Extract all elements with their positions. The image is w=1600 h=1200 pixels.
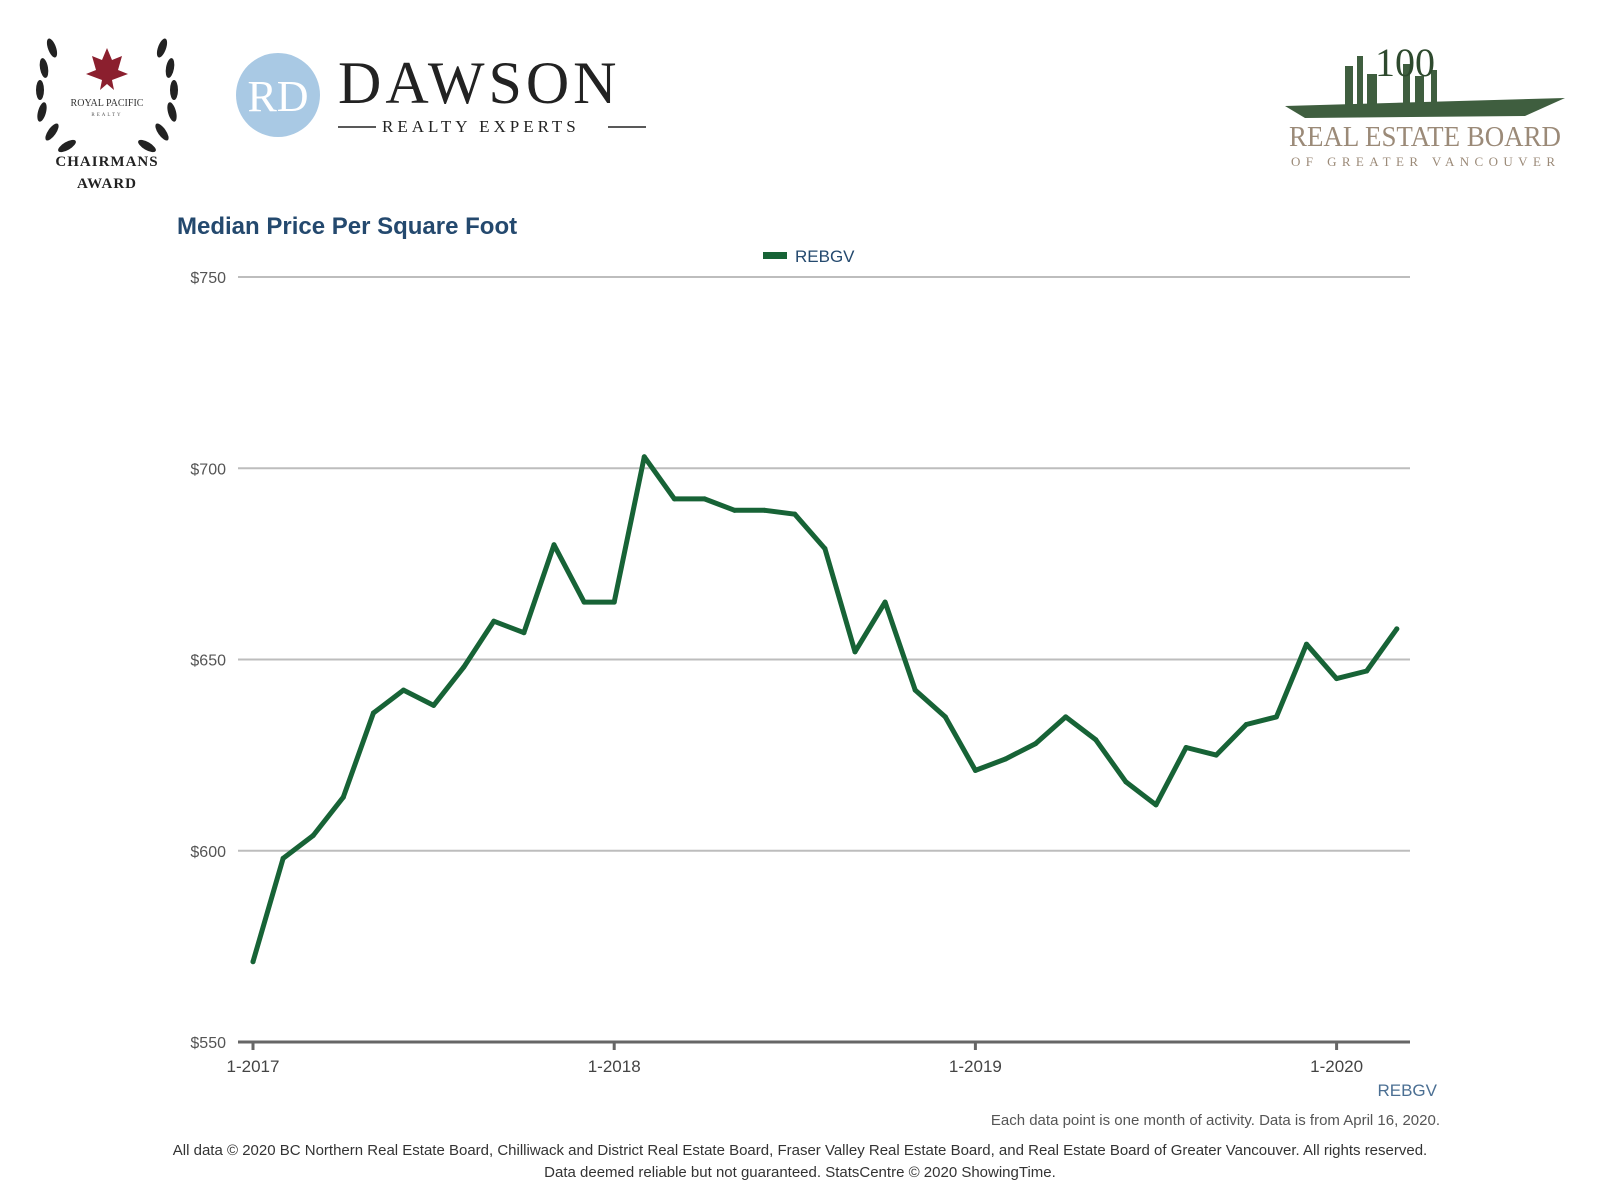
series-line-rebgv [250,454,1400,965]
data-point [370,710,376,716]
data-point [641,454,647,460]
data-point [431,702,437,708]
dawson-monogram: RD [247,72,308,121]
chart-title: Median Price Per Square Foot [177,213,517,240]
award-brand-sub: REALTY [91,113,122,118]
y-tick-label: $750 [190,270,226,287]
data-point [972,767,978,773]
data-point [1153,802,1159,808]
laurel-wreath-icon [36,38,178,153]
dawson-logo: RD DAWSON REALTY EXPERTS [236,50,646,137]
data-point [461,664,467,670]
board-line1: REAL ESTATE BOARD [1289,122,1561,153]
copyright-line: All data © 2020 BC Northern Real Estate … [172,1142,1428,1159]
x-tick-label: 1-2017 [227,1057,280,1076]
maple-leaf-icon [86,48,128,90]
data-point [521,630,527,636]
data-point [732,507,738,513]
data-point [250,959,256,965]
data-point [611,599,617,605]
chairmans-award-logo: ROYAL PACIFIC REALTY CHAIRMANS AWARD [36,38,178,192]
data-point [1093,737,1099,743]
data-point [1183,744,1189,750]
board-years: 100 [1375,40,1435,85]
data-point [671,496,677,502]
data-point [912,687,918,693]
data-point [942,714,948,720]
award-brand: ROYAL PACIFIC [71,98,144,109]
data-point [1033,741,1039,747]
data-point [882,599,888,605]
legend-label: REBGV [795,247,855,266]
chart-area: Median Price Per Square Foot REBGV $550 $… [0,200,1600,1100]
legend: REBGV [763,247,855,266]
data-point [1364,668,1370,674]
data-point [581,599,587,605]
legend-swatch [763,252,787,259]
data-point [310,832,316,838]
data-point [1243,722,1249,728]
data-point [1304,641,1309,647]
award-line2: AWARD [77,176,137,192]
data-point [702,496,707,502]
data-point [1063,714,1069,720]
dawson-name: DAWSON [338,50,621,116]
data-point [1213,752,1219,758]
data-point [1394,626,1400,632]
data-point [792,511,798,517]
data-note: Each data point is one month of activity… [990,1112,1440,1129]
data-point [1273,714,1279,720]
x-tick-label: 1-2020 [1310,1057,1363,1076]
data-point [1003,756,1008,762]
y-tick-label: $650 [190,653,226,670]
data-point [401,687,406,693]
dawson-tagline: REALTY EXPERTS [382,117,580,136]
corner-series-label: REBGV [1377,1081,1437,1100]
data-point [491,618,497,624]
x-tick-label: 1-2019 [949,1057,1002,1076]
data-point [1123,779,1129,785]
data-point [822,546,828,552]
y-tick-label: $600 [190,844,226,861]
y-tick-label: $550 [190,1035,226,1052]
data-point [280,855,286,861]
data-point [852,649,858,655]
data-point [551,542,557,548]
award-line1: CHAIRMANS [55,154,158,170]
monogram-circle [236,53,320,137]
data-point [762,507,768,513]
line-chart: Median Price Per Square Foot REBGV $550 $… [177,213,1438,1100]
real-estate-board-logo: 100 REAL ESTATE BOARD OF GREATER VANCOUV… [1285,40,1565,169]
data-point [340,794,346,800]
data-point [1334,676,1340,682]
skyline-icon [1285,56,1565,118]
y-tick-label: $700 [190,461,226,478]
board-line2: OF GREATER VANCOUVER [1291,154,1559,169]
disclaimer-line: Data deemed reliable but not guaranteed.… [544,1164,1056,1181]
x-tick-label: 1-2018 [588,1057,641,1076]
